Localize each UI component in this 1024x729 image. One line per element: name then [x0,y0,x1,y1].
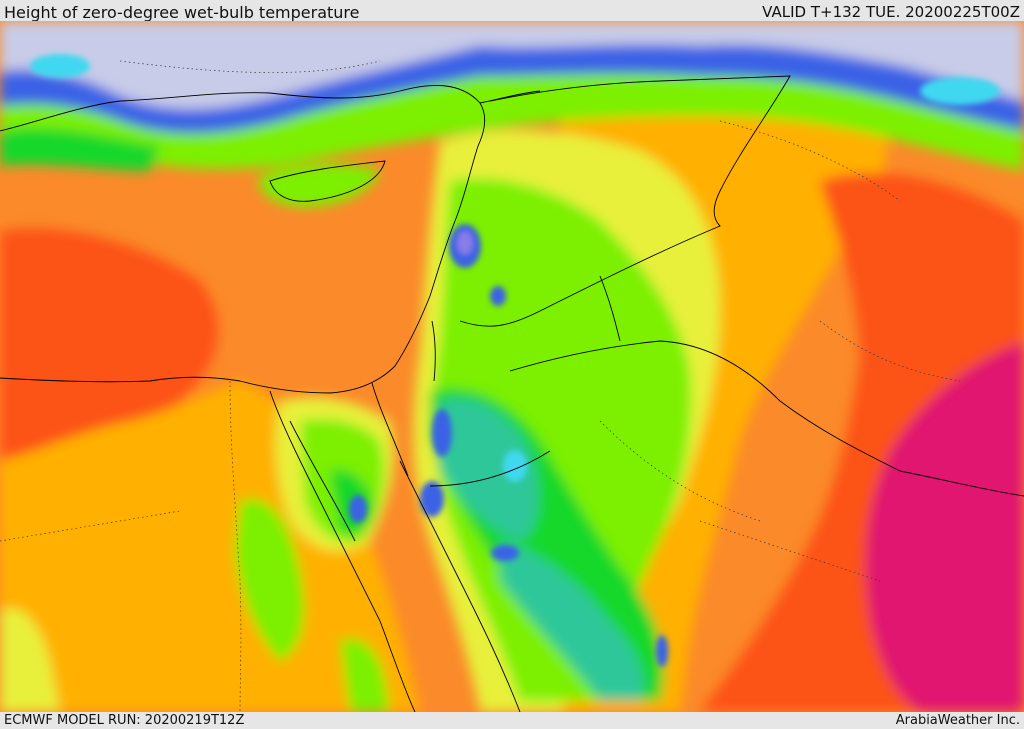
spot-sinai-blue [349,495,367,523]
zone-north-cold [0,21,1024,110]
border-syria-iraq [459,75,791,327]
weather-map [0,21,1024,712]
model-run: ECMWF MODEL RUN: 20200219T12Z [4,713,245,728]
zone-north-green [0,128,160,171]
spot-lebanon-violet [457,231,473,255]
spot-jordan-blue [432,409,452,457]
spot-iran-cyan [920,77,1000,105]
borders [371,75,1024,497]
zone-saudi-teal [500,541,644,701]
zone-southwest-yellow [0,608,60,712]
border-jordan-saudi [509,340,1024,497]
spot-hejaz-blue-2 [491,545,519,561]
zone-cyprus-lime [259,164,380,207]
coast-cyprus [269,160,386,202]
zone-levant-teal [440,398,539,541]
spot-syria-blue [490,286,506,306]
contour-field [0,21,1024,712]
border-egypt-israel [371,382,409,477]
border-jordan-iraq [599,275,621,342]
header-bar: Height of zero-degree wet-bulb temperatu… [0,0,1024,22]
coast-gulf-suez [289,420,356,542]
spot-jordan-cyan [503,450,527,482]
spot-asir-blue [656,635,668,667]
coast-red-sea-west [269,390,416,712]
border-jordan-south [429,450,551,487]
zone-north-lime [0,73,1024,171]
dotted-border-4 [699,520,881,582]
map-title: Height of zero-degree wet-bulb temperatu… [4,3,360,22]
coastlines [0,84,521,712]
coast-dead-sea [431,320,436,382]
coast-levant [0,145,479,394]
zone-north-blue [0,44,1024,134]
dotted-border-5 [119,60,381,73]
footer-bar: ECMWF MODEL RUN: 20200219T12Z ArabiaWeat… [0,712,1024,729]
provincial-borders [0,60,961,712]
dotted-border-2 [0,510,181,542]
cold-spots [30,54,1000,667]
dotted-border-3 [819,320,961,382]
zone-levant-lime [433,178,691,702]
zone-egypt-lime [235,499,304,661]
spot-turkey-cyan [30,54,90,78]
zone-egypt-lime-2 [340,638,390,712]
coast-anatolia [0,84,486,147]
border-turkey-syria [479,90,541,104]
credit: ArabiaWeather Inc. [895,713,1020,728]
coast-red-sea-east [399,460,521,712]
dotted-border-1 [229,380,242,712]
valid-time: VALID T+132 TUE. 20200225T00Z [762,3,1020,21]
zone-magenta [865,341,1024,712]
spot-hejaz-blue [420,481,444,517]
